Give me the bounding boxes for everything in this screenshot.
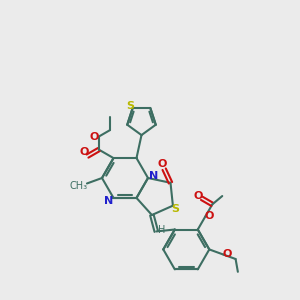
Text: CH₃: CH₃ — [70, 182, 88, 191]
Text: O: O — [89, 132, 98, 142]
Text: N: N — [104, 196, 113, 206]
Text: O: O — [193, 191, 203, 201]
Text: O: O — [80, 147, 89, 157]
Text: O: O — [223, 249, 232, 259]
Text: O: O — [158, 159, 167, 169]
Text: S: S — [127, 101, 135, 111]
Text: N: N — [149, 171, 159, 181]
Text: O: O — [205, 211, 214, 220]
Text: H: H — [158, 225, 165, 236]
Text: S: S — [171, 204, 179, 214]
